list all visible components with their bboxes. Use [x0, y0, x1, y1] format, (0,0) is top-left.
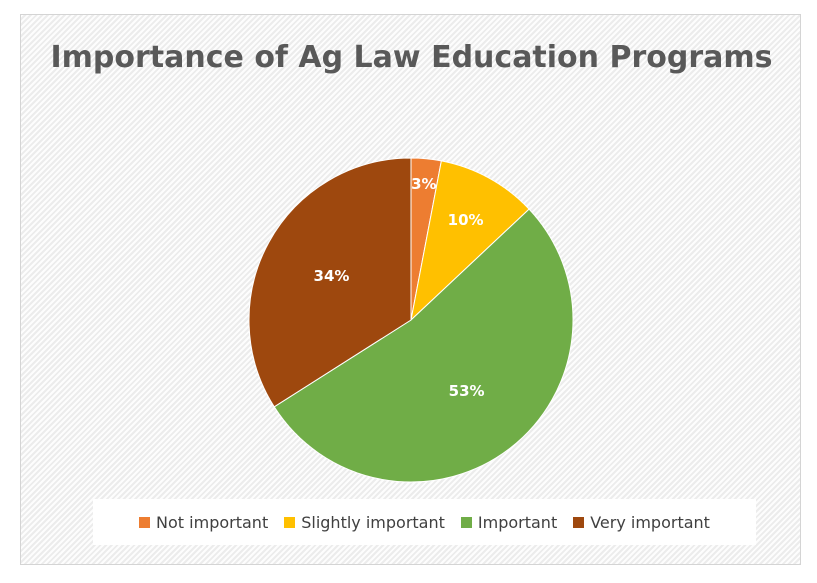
chart-frame: Importance of Ag Law Education Programs …: [20, 14, 801, 565]
chart-title: Importance of Ag Law Education Programs: [50, 40, 773, 75]
data-label-important: 53%: [449, 382, 485, 400]
legend-item-very-important: Very important: [573, 513, 710, 532]
data-label-very-important: 34%: [314, 267, 350, 285]
chart-legend: Not important Slightly important Important…: [93, 499, 756, 545]
pie-slice-very-important: [248, 157, 412, 408]
legend-swatch-not-important: [139, 516, 151, 528]
legend-swatch-slightly-important: [284, 516, 296, 528]
legend-item-slightly-important: Slightly important: [284, 513, 445, 532]
data-label-slightly-important: 10%: [448, 211, 484, 229]
legend-item-not-important: Not important: [139, 513, 268, 532]
pie-slice-slightly-important: [410, 160, 530, 322]
data-label-not-important: 3%: [411, 175, 436, 193]
legend-label-very-important: Very important: [590, 512, 710, 532]
pie-chart: 3% 10% 53% 34%: [248, 157, 574, 483]
legend-label-not-important: Not important: [156, 512, 269, 532]
legend-swatch-important: [460, 516, 472, 528]
legend-item-important: Important: [460, 512, 558, 532]
legend-label-important: Important: [477, 512, 558, 532]
pie-slice-important: [273, 208, 574, 483]
legend-swatch-very-important: [573, 516, 585, 528]
legend-label-slightly-important: Slightly important: [301, 512, 445, 532]
